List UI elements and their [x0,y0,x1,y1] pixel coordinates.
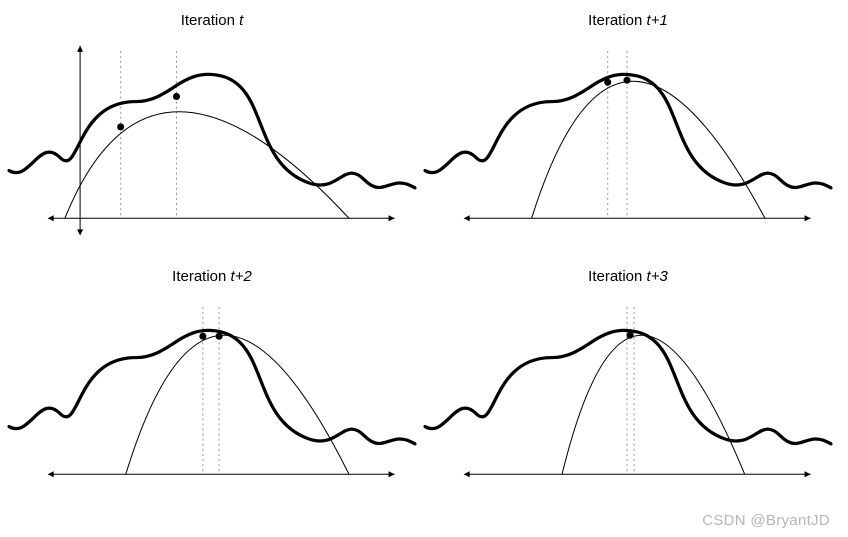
plot-t2 [4,260,420,516]
panel-t: Iteration t [4,4,420,260]
plot-t3 [420,260,836,516]
plot-t [4,4,420,260]
plot-t1 [420,4,836,260]
diagram-grid: Iteration t Iteration t+1 Iteration t+2 … [0,0,840,520]
panel-t1: Iteration t+1 [420,4,836,260]
panel-t2: Iteration t+2 [4,260,420,516]
panel-t3: Iteration t+3 [420,260,836,516]
watermark: CSDN @BryantJD [702,512,830,529]
